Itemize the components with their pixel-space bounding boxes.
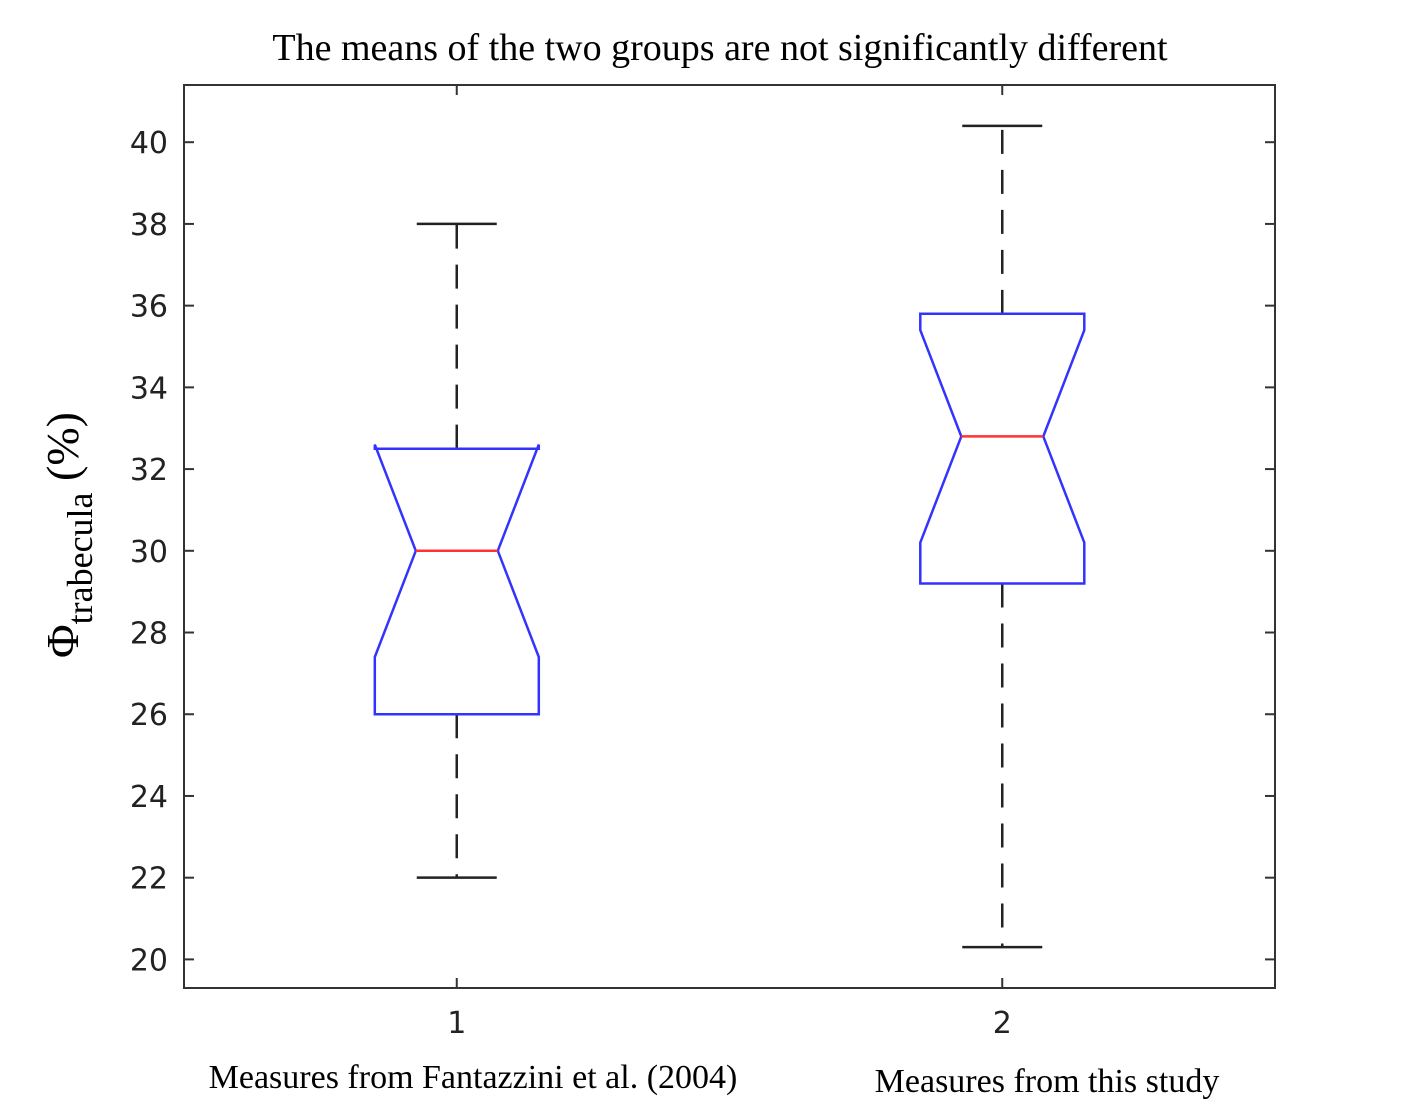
notched-box-1 bbox=[373, 444, 541, 716]
y-tick-label-26: 26 bbox=[130, 698, 168, 733]
y-axis-label: Φtrabecula (%) bbox=[37, 412, 100, 658]
y-tick-label-34: 34 bbox=[130, 371, 168, 406]
y-tick-label-20: 20 bbox=[130, 943, 168, 978]
y-axis-label-subscript: trabecula bbox=[60, 492, 100, 624]
y-tick-label-40: 40 bbox=[130, 126, 168, 161]
plot-frame bbox=[183, 84, 1276, 989]
category-descriptions: Measures from Fantazzini et al. (2004) Me… bbox=[209, 1059, 1220, 1100]
y-tick-label-28: 28 bbox=[130, 617, 168, 652]
category-description-2: Measures from this study bbox=[875, 1063, 1220, 1100]
box-groups bbox=[373, 124, 1086, 949]
y-tick-label-36: 36 bbox=[130, 290, 168, 325]
y-tick-label-32: 32 bbox=[130, 453, 168, 488]
notched-box-2 bbox=[919, 312, 1086, 585]
y-tick-label-30: 30 bbox=[130, 535, 168, 570]
y-axis-label-suffix: (%) bbox=[37, 412, 88, 492]
y-tick-label-22: 22 bbox=[130, 862, 168, 897]
y-axis-label-symbol: Φ bbox=[37, 624, 88, 658]
chart-title: The means of the two groups are not sign… bbox=[272, 27, 1168, 69]
x-tick-label-2: 2 bbox=[993, 1006, 1012, 1041]
y-axis-tick-labels: 20 22 24 26 28 30 32 34 36 38 40 bbox=[130, 126, 168, 978]
x-tick-label-1: 1 bbox=[447, 1006, 466, 1041]
category-description-1: Measures from Fantazzini et al. (2004) bbox=[209, 1059, 738, 1096]
y-tick-label-24: 24 bbox=[130, 780, 168, 815]
box-group-2 bbox=[919, 124, 1086, 949]
box-group-1 bbox=[373, 222, 541, 879]
y-axis-ticks bbox=[184, 141, 1275, 961]
y-tick-label-38: 38 bbox=[130, 208, 168, 243]
x-axis-ticks bbox=[455, 85, 1004, 988]
